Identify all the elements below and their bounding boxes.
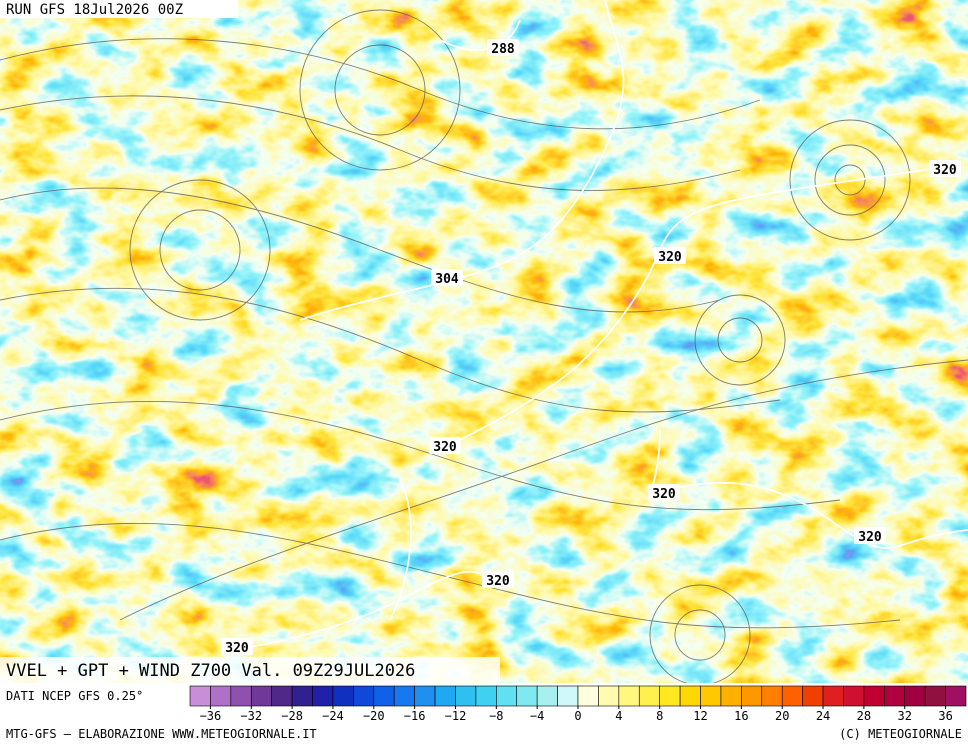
colorbar-tick-label: −12 bbox=[445, 709, 467, 723]
contour-label-bg bbox=[648, 484, 680, 501]
colorbar-tick-label: 20 bbox=[775, 709, 789, 723]
contour-label: 288 bbox=[491, 42, 515, 57]
colorbar-tick-label: −8 bbox=[489, 709, 503, 723]
colorbar-tick-label: 0 bbox=[574, 709, 581, 723]
colorbar-tick-label: −32 bbox=[240, 709, 262, 723]
title-box bbox=[0, 657, 500, 683]
contour-label-bg bbox=[487, 39, 519, 56]
colorbar-swatch bbox=[455, 685, 477, 707]
colorbar-tick-label: 24 bbox=[816, 709, 830, 723]
contour-label-bg bbox=[929, 160, 961, 177]
colorbar-tick-label: 28 bbox=[857, 709, 871, 723]
contour-label: 320 bbox=[433, 440, 457, 455]
colorbar-tick-label: −36 bbox=[200, 709, 222, 723]
contour-label-bg bbox=[854, 527, 886, 544]
colorbar-swatch bbox=[924, 685, 946, 707]
colorbar-swatch bbox=[679, 685, 701, 707]
colorbar-swatch bbox=[863, 685, 885, 707]
colorbar-tick-label: −16 bbox=[404, 709, 426, 723]
contour-label-bg bbox=[221, 638, 253, 655]
colorbar-swatch bbox=[700, 685, 722, 707]
colorbar-swatch bbox=[536, 685, 558, 707]
map-title: VVEL + GPT + WIND Z700 Val. 09Z29JUL2026 bbox=[6, 661, 415, 681]
colorbar-swatch bbox=[659, 685, 681, 707]
contour-label: 320 bbox=[225, 641, 249, 656]
colorbar-swatch bbox=[781, 685, 803, 707]
colorbar-swatch bbox=[638, 685, 660, 707]
colorbar-tick-label: 16 bbox=[734, 709, 748, 723]
contour-label: 320 bbox=[933, 163, 957, 178]
colorbar-swatch bbox=[822, 685, 844, 707]
vvel-field bbox=[0, 0, 968, 683]
colorbar-swatch bbox=[434, 685, 456, 707]
colorbar-swatch bbox=[761, 685, 783, 707]
colorbar-tick-label: 32 bbox=[898, 709, 912, 723]
colorbar-swatch bbox=[332, 685, 354, 707]
colorbar-swatch bbox=[414, 685, 436, 707]
colorbar-tick-label: 36 bbox=[938, 709, 952, 723]
colorbar: −36 −32 −28 −24 −20 −16 −12 −8 −4 0 4 8 12 16 20 24 28 32… bbox=[189, 685, 967, 723]
run-label: RUN GFS 18Jul2026 00Z bbox=[6, 2, 183, 18]
credit: MTG-GFS — ELABORAZIONE WWW.METEOGIORNALE… bbox=[6, 727, 317, 741]
colorbar-swatch bbox=[884, 685, 906, 707]
colorbar-swatch bbox=[271, 685, 293, 707]
contour-label: 320 bbox=[858, 530, 882, 545]
colorbar-swatch bbox=[475, 685, 497, 707]
colorbar-swatch bbox=[373, 685, 395, 707]
contour-label-bg bbox=[654, 247, 686, 264]
colorbar-tick-label: −24 bbox=[322, 709, 344, 723]
contour-label: 304 bbox=[435, 272, 459, 287]
colorbar-swatch bbox=[250, 685, 272, 707]
contour-label-bg bbox=[429, 437, 461, 454]
colorbar-swatch bbox=[720, 685, 742, 707]
colorbar-swatch bbox=[577, 685, 599, 707]
geopotential-contours bbox=[229, 0, 968, 651]
colorbar-swatch bbox=[291, 685, 313, 707]
colorbar-swatch bbox=[843, 685, 865, 707]
colorbar-tick-label: −20 bbox=[363, 709, 385, 723]
colorbar-swatch bbox=[230, 685, 252, 707]
contour-label-bg bbox=[482, 571, 514, 588]
colorbar-tick-label: −28 bbox=[281, 709, 303, 723]
wind-streamlines bbox=[0, 9, 968, 686]
copyright: (C) METEOGIORNALE bbox=[839, 727, 962, 741]
colorbar-tick-label: 8 bbox=[656, 709, 663, 723]
colorbar-swatch bbox=[598, 685, 620, 707]
colorbar-swatch bbox=[353, 685, 375, 707]
colorbar-swatch bbox=[904, 685, 926, 707]
colorbar-swatch bbox=[741, 685, 763, 707]
header-box bbox=[0, 0, 238, 18]
colorbar-tick-label: 4 bbox=[615, 709, 622, 723]
colorbar-swatch bbox=[496, 685, 518, 707]
colorbar-swatch bbox=[945, 685, 967, 707]
colorbar-swatch bbox=[802, 685, 824, 707]
contour-label: 320 bbox=[652, 487, 676, 502]
colorbar-tick-label: 12 bbox=[693, 709, 707, 723]
contour-label: 320 bbox=[486, 574, 510, 589]
colorbar-swatch bbox=[189, 685, 211, 707]
colorbar-swatch bbox=[393, 685, 415, 707]
colorbar-swatch bbox=[557, 685, 579, 707]
colorbar-swatch bbox=[618, 685, 640, 707]
colorbar-swatch bbox=[516, 685, 538, 707]
colorbar-swatch bbox=[210, 685, 232, 707]
contour-label-bg bbox=[431, 269, 463, 286]
data-source: DATI NCEP GFS 0.25° bbox=[6, 689, 143, 703]
colorbar-tick-label: −4 bbox=[530, 709, 544, 723]
colorbar-swatch bbox=[312, 685, 334, 707]
contour-label: 320 bbox=[658, 250, 682, 265]
